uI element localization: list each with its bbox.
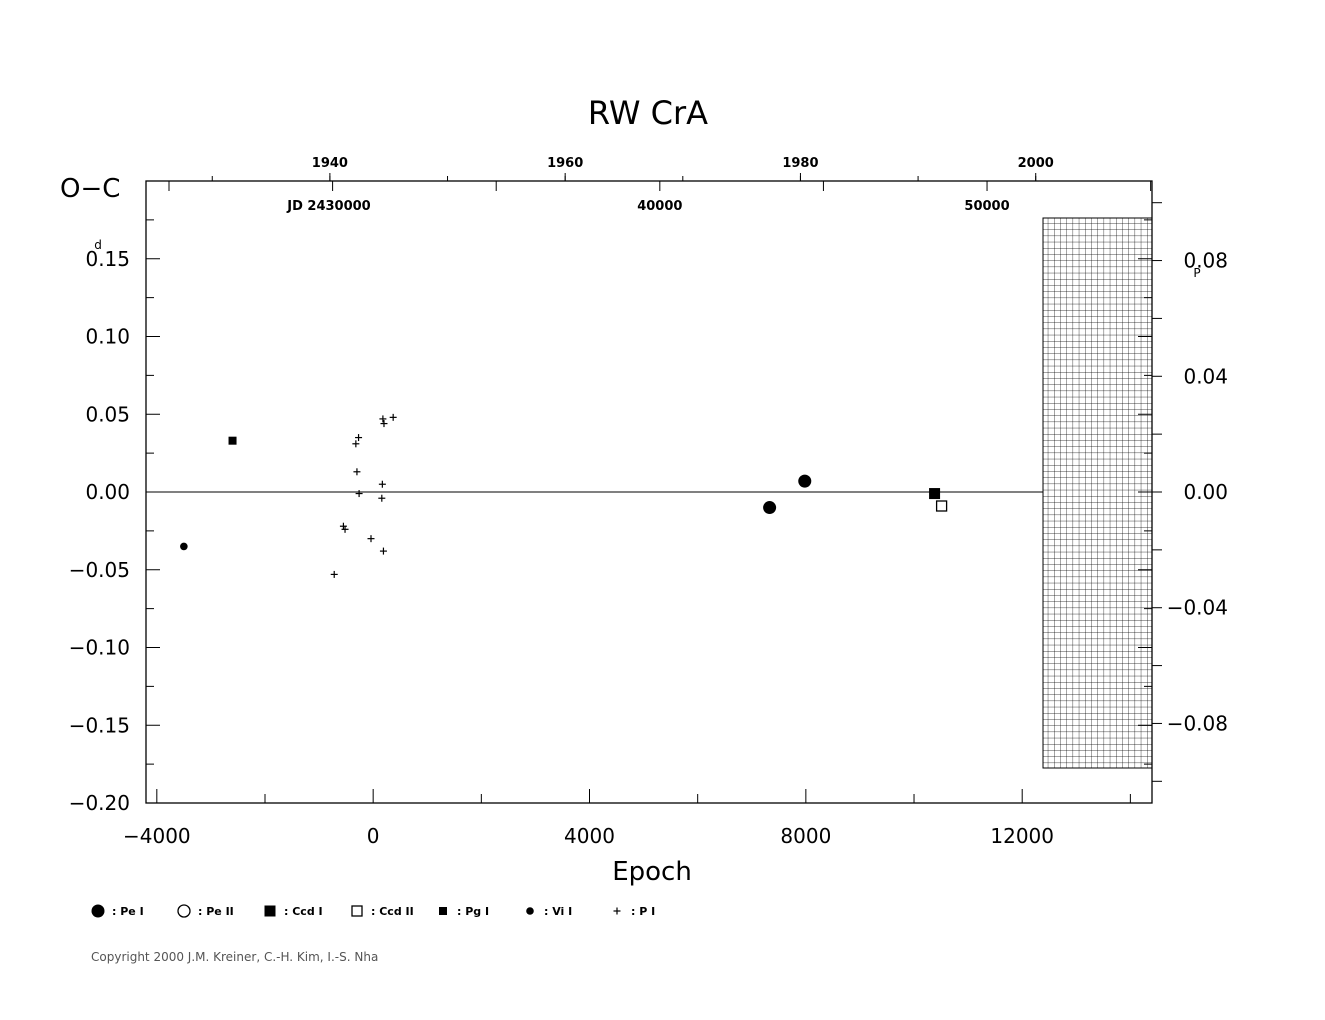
data-point bbox=[339, 522, 347, 530]
y-tick-label: 0.00 bbox=[85, 480, 130, 504]
y2-unit-label: P bbox=[1193, 266, 1200, 280]
legend: : Pe I : Pe II : Ccd I : Ccd II : Pg I : Vi I… bbox=[91, 904, 655, 918]
x-axis-label: Epoch bbox=[612, 857, 692, 887]
x-tick-label: 0 bbox=[367, 824, 380, 848]
x-tick-label: −4000 bbox=[123, 824, 191, 848]
y-tick-label: 0.15 bbox=[85, 247, 130, 271]
y-tick-label: 0.10 bbox=[85, 325, 130, 349]
top-year-label: 2000 bbox=[1018, 156, 1054, 171]
legend-marker bbox=[91, 904, 105, 918]
data-point bbox=[330, 570, 338, 578]
data-point bbox=[341, 525, 349, 533]
y-unit-label: d bbox=[94, 238, 102, 252]
legend-label: : Pe II bbox=[198, 905, 234, 918]
chart-title: RW CrA bbox=[588, 94, 708, 132]
top-jd-tick-label: 40000 bbox=[637, 199, 682, 214]
y2-tick-label: 0.08 bbox=[1183, 249, 1228, 273]
data-point bbox=[379, 415, 387, 423]
data-point bbox=[355, 490, 363, 498]
data-point bbox=[929, 488, 941, 500]
y-tick-label: −0.10 bbox=[69, 636, 130, 660]
legend-marker bbox=[526, 907, 534, 915]
data-point bbox=[380, 420, 388, 428]
y2-tick-label: −0.04 bbox=[1167, 596, 1228, 620]
data-point bbox=[355, 434, 363, 442]
legend-marker bbox=[351, 905, 363, 917]
data-point bbox=[389, 413, 397, 421]
data-point bbox=[935, 500, 948, 512]
legend-marker bbox=[177, 904, 191, 918]
top-year-label: 1980 bbox=[782, 156, 818, 171]
hatched-region bbox=[1042, 217, 1153, 769]
data-point bbox=[228, 436, 237, 445]
legend-label: : Ccd II bbox=[371, 905, 414, 918]
copyright-text: Copyright 2000 J.M. Kreiner, C.-H. Kim, … bbox=[91, 950, 378, 964]
legend-label: : Ccd I bbox=[284, 905, 323, 918]
top-jd-label: JD 2430000 bbox=[286, 199, 370, 214]
y-tick-label: −0.05 bbox=[69, 558, 130, 582]
x-tick-label: 8000 bbox=[780, 824, 831, 848]
legend-label: : Pe I bbox=[112, 905, 144, 918]
x-tick-label: 12000 bbox=[990, 824, 1054, 848]
data-point bbox=[353, 468, 361, 476]
y2-tick-label: −0.08 bbox=[1167, 711, 1228, 735]
y2-tick-label: 0.00 bbox=[1183, 480, 1228, 504]
data-point bbox=[180, 542, 188, 551]
y-axis-label: O−C bbox=[60, 174, 120, 204]
legend-marker bbox=[439, 907, 447, 915]
data-point bbox=[378, 494, 386, 502]
legend-marker bbox=[264, 905, 276, 917]
y-tick-label: −0.15 bbox=[69, 713, 130, 737]
legend-label: : Pg I bbox=[457, 905, 489, 918]
data-point bbox=[379, 547, 387, 555]
y2-tick-label: 0.04 bbox=[1183, 364, 1228, 388]
data-point bbox=[367, 535, 375, 543]
data-point bbox=[763, 501, 777, 515]
top-jd-tick-label: 50000 bbox=[964, 199, 1009, 214]
legend-marker bbox=[613, 907, 621, 915]
legend-label: : Vi I bbox=[544, 905, 572, 918]
top-year-label: 1960 bbox=[547, 156, 583, 171]
plot-area: 0.15 0.10 0.05 0.00 −0.05 −0.10 −0.15 −0.20 d 0.0… bbox=[69, 156, 1228, 848]
top-year-label: 1940 bbox=[312, 156, 348, 171]
y-tick-label: −0.20 bbox=[69, 791, 130, 815]
y-tick-label: 0.05 bbox=[85, 402, 130, 426]
x-tick-label: 4000 bbox=[564, 824, 615, 848]
data-point bbox=[798, 474, 812, 488]
data-point bbox=[352, 440, 360, 448]
legend-label: : P I bbox=[631, 905, 655, 918]
data-point bbox=[378, 480, 386, 488]
